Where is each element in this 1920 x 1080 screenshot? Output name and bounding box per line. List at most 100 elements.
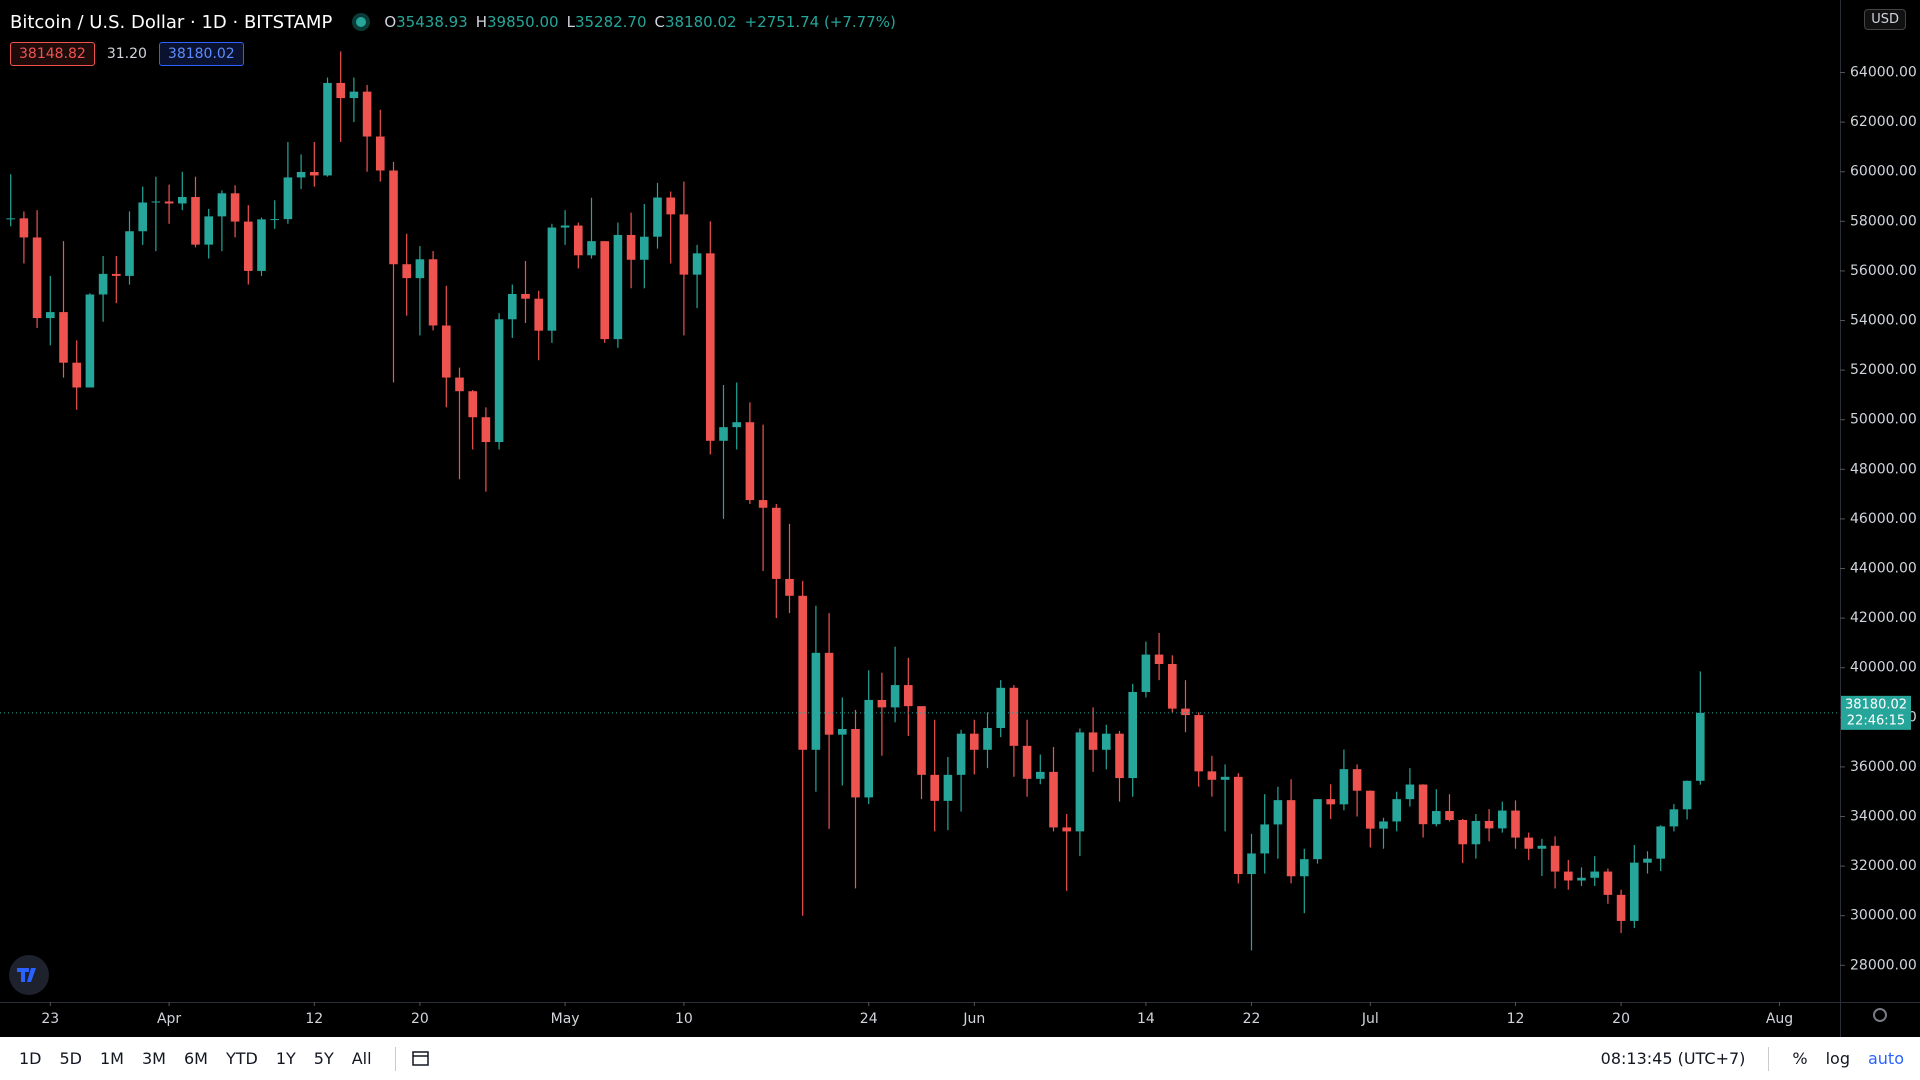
candle-body (1207, 771, 1217, 780)
candle-body (402, 264, 411, 279)
x-tick-label: 10 (675, 1011, 693, 1027)
range-button[interactable]: 1Y (275, 1049, 296, 1068)
candle-body (230, 193, 240, 222)
candle-body (415, 259, 425, 279)
log-toggle[interactable]: log (1825, 1049, 1850, 1068)
x-tick-label: 20 (1612, 1011, 1630, 1027)
separator (394, 1046, 396, 1071)
y-tick-label: 34000.00 (1850, 809, 1917, 825)
auto-toggle[interactable]: auto (1867, 1049, 1904, 1068)
candle-body (112, 273, 121, 276)
y-tick-label: 56000.00 (1850, 263, 1917, 279)
candle-body (217, 193, 227, 217)
x-tick-label: Jun (962, 1011, 985, 1027)
candle-body (481, 417, 491, 443)
settings-icon[interactable] (1873, 1008, 1887, 1022)
candle-body (125, 231, 134, 276)
candle-body (640, 236, 649, 260)
y-tick-label: 58000.00 (1850, 213, 1917, 229)
candle-body (732, 422, 741, 428)
candle-body (798, 595, 807, 750)
candle-body (983, 727, 992, 750)
range-button[interactable]: YTD (225, 1049, 258, 1068)
range-button[interactable]: 5D (59, 1049, 83, 1068)
candle-body (32, 237, 42, 319)
ohlc-item: O35438.93 (384, 13, 467, 31)
candle-body (455, 377, 464, 392)
clock[interactable]: 08:13:45 (UTC+7) (1600, 1049, 1746, 1068)
candle-body (521, 293, 530, 299)
candle-body (1075, 732, 1085, 832)
buy-price[interactable]: 38180.02 (158, 42, 244, 66)
y-tick-label: 54000.00 (1850, 313, 1917, 329)
candle-body (679, 214, 689, 275)
candle-body (1630, 862, 1639, 921)
candle-body (1366, 790, 1375, 829)
candle-body (917, 706, 926, 775)
candle-body (323, 82, 332, 176)
candle-body (851, 728, 860, 798)
candle-body (1128, 692, 1137, 779)
candle-body (1326, 799, 1335, 805)
candle-body (956, 733, 966, 775)
candle-body (296, 171, 306, 178)
y-tick-label: 36000.00 (1850, 759, 1917, 775)
candle-body (811, 652, 821, 750)
candle-body (442, 325, 451, 378)
range-button[interactable]: 5Y (313, 1049, 334, 1068)
candle-body (1484, 820, 1494, 829)
candle-body (890, 685, 900, 708)
candle-body (1141, 654, 1151, 693)
range-button[interactable]: All (351, 1049, 372, 1068)
range-button[interactable]: 3M (141, 1049, 166, 1068)
x-tick-label: 12 (1507, 1011, 1525, 1027)
candle-body (1115, 733, 1124, 779)
candle-body (692, 253, 702, 275)
ohlc-prefix: H (475, 13, 487, 31)
sell-price[interactable]: 38148.82 (10, 42, 95, 66)
candle-body (930, 774, 939, 801)
last-price-label: 38180.02 (1845, 697, 1907, 712)
candle-body (1339, 769, 1349, 805)
candle-body (191, 197, 200, 245)
candle-body (85, 294, 95, 388)
candle-body (98, 273, 108, 295)
y-tick-label: 60000.00 (1850, 164, 1917, 180)
candle-body (138, 202, 147, 232)
tv-logo (9, 955, 49, 995)
candle-body (164, 201, 174, 204)
candle-body (204, 216, 213, 245)
ohlc-value: 35282.70 (574, 13, 647, 31)
candle-body (1049, 771, 1058, 828)
candle-body (349, 91, 359, 99)
candle-body (1418, 784, 1428, 825)
symbol-title: Bitcoin / U.S. Dollar · 1D · BITSTAMP (10, 11, 333, 33)
candle-body (719, 427, 728, 441)
range-button[interactable]: 1M (100, 1049, 124, 1068)
candle-body (534, 298, 543, 331)
candle-body (600, 241, 609, 340)
candle-body (1247, 853, 1256, 875)
range-button[interactable]: 1D (19, 1049, 42, 1068)
candle-body (389, 170, 398, 265)
currency-select[interactable]: USD (1864, 9, 1906, 30)
candle-body (310, 171, 319, 176)
candle-body (1498, 810, 1507, 829)
candle-body (1537, 845, 1547, 849)
candle-body (508, 293, 517, 320)
candle-body (1088, 732, 1098, 750)
candle-body (574, 225, 583, 256)
range-button[interactable]: 6M (183, 1049, 208, 1068)
candle-body (824, 652, 834, 735)
candle-body (19, 218, 29, 238)
candle-body (996, 687, 1005, 728)
background (0, 0, 1920, 1037)
ohlc-prefix: L (566, 13, 575, 31)
candle-body (587, 241, 596, 256)
date-range-icon[interactable] (410, 1048, 432, 1070)
y-tick-label: 40000.00 (1850, 660, 1917, 676)
toolbar-right: 08:13:45 (UTC+7) % log auto (1592, 1046, 1920, 1071)
percent-toggle[interactable]: % (1792, 1049, 1808, 1068)
ohlc-values: O35438.93 H39850.00 L35282.70 C38180.02 (384, 13, 744, 31)
